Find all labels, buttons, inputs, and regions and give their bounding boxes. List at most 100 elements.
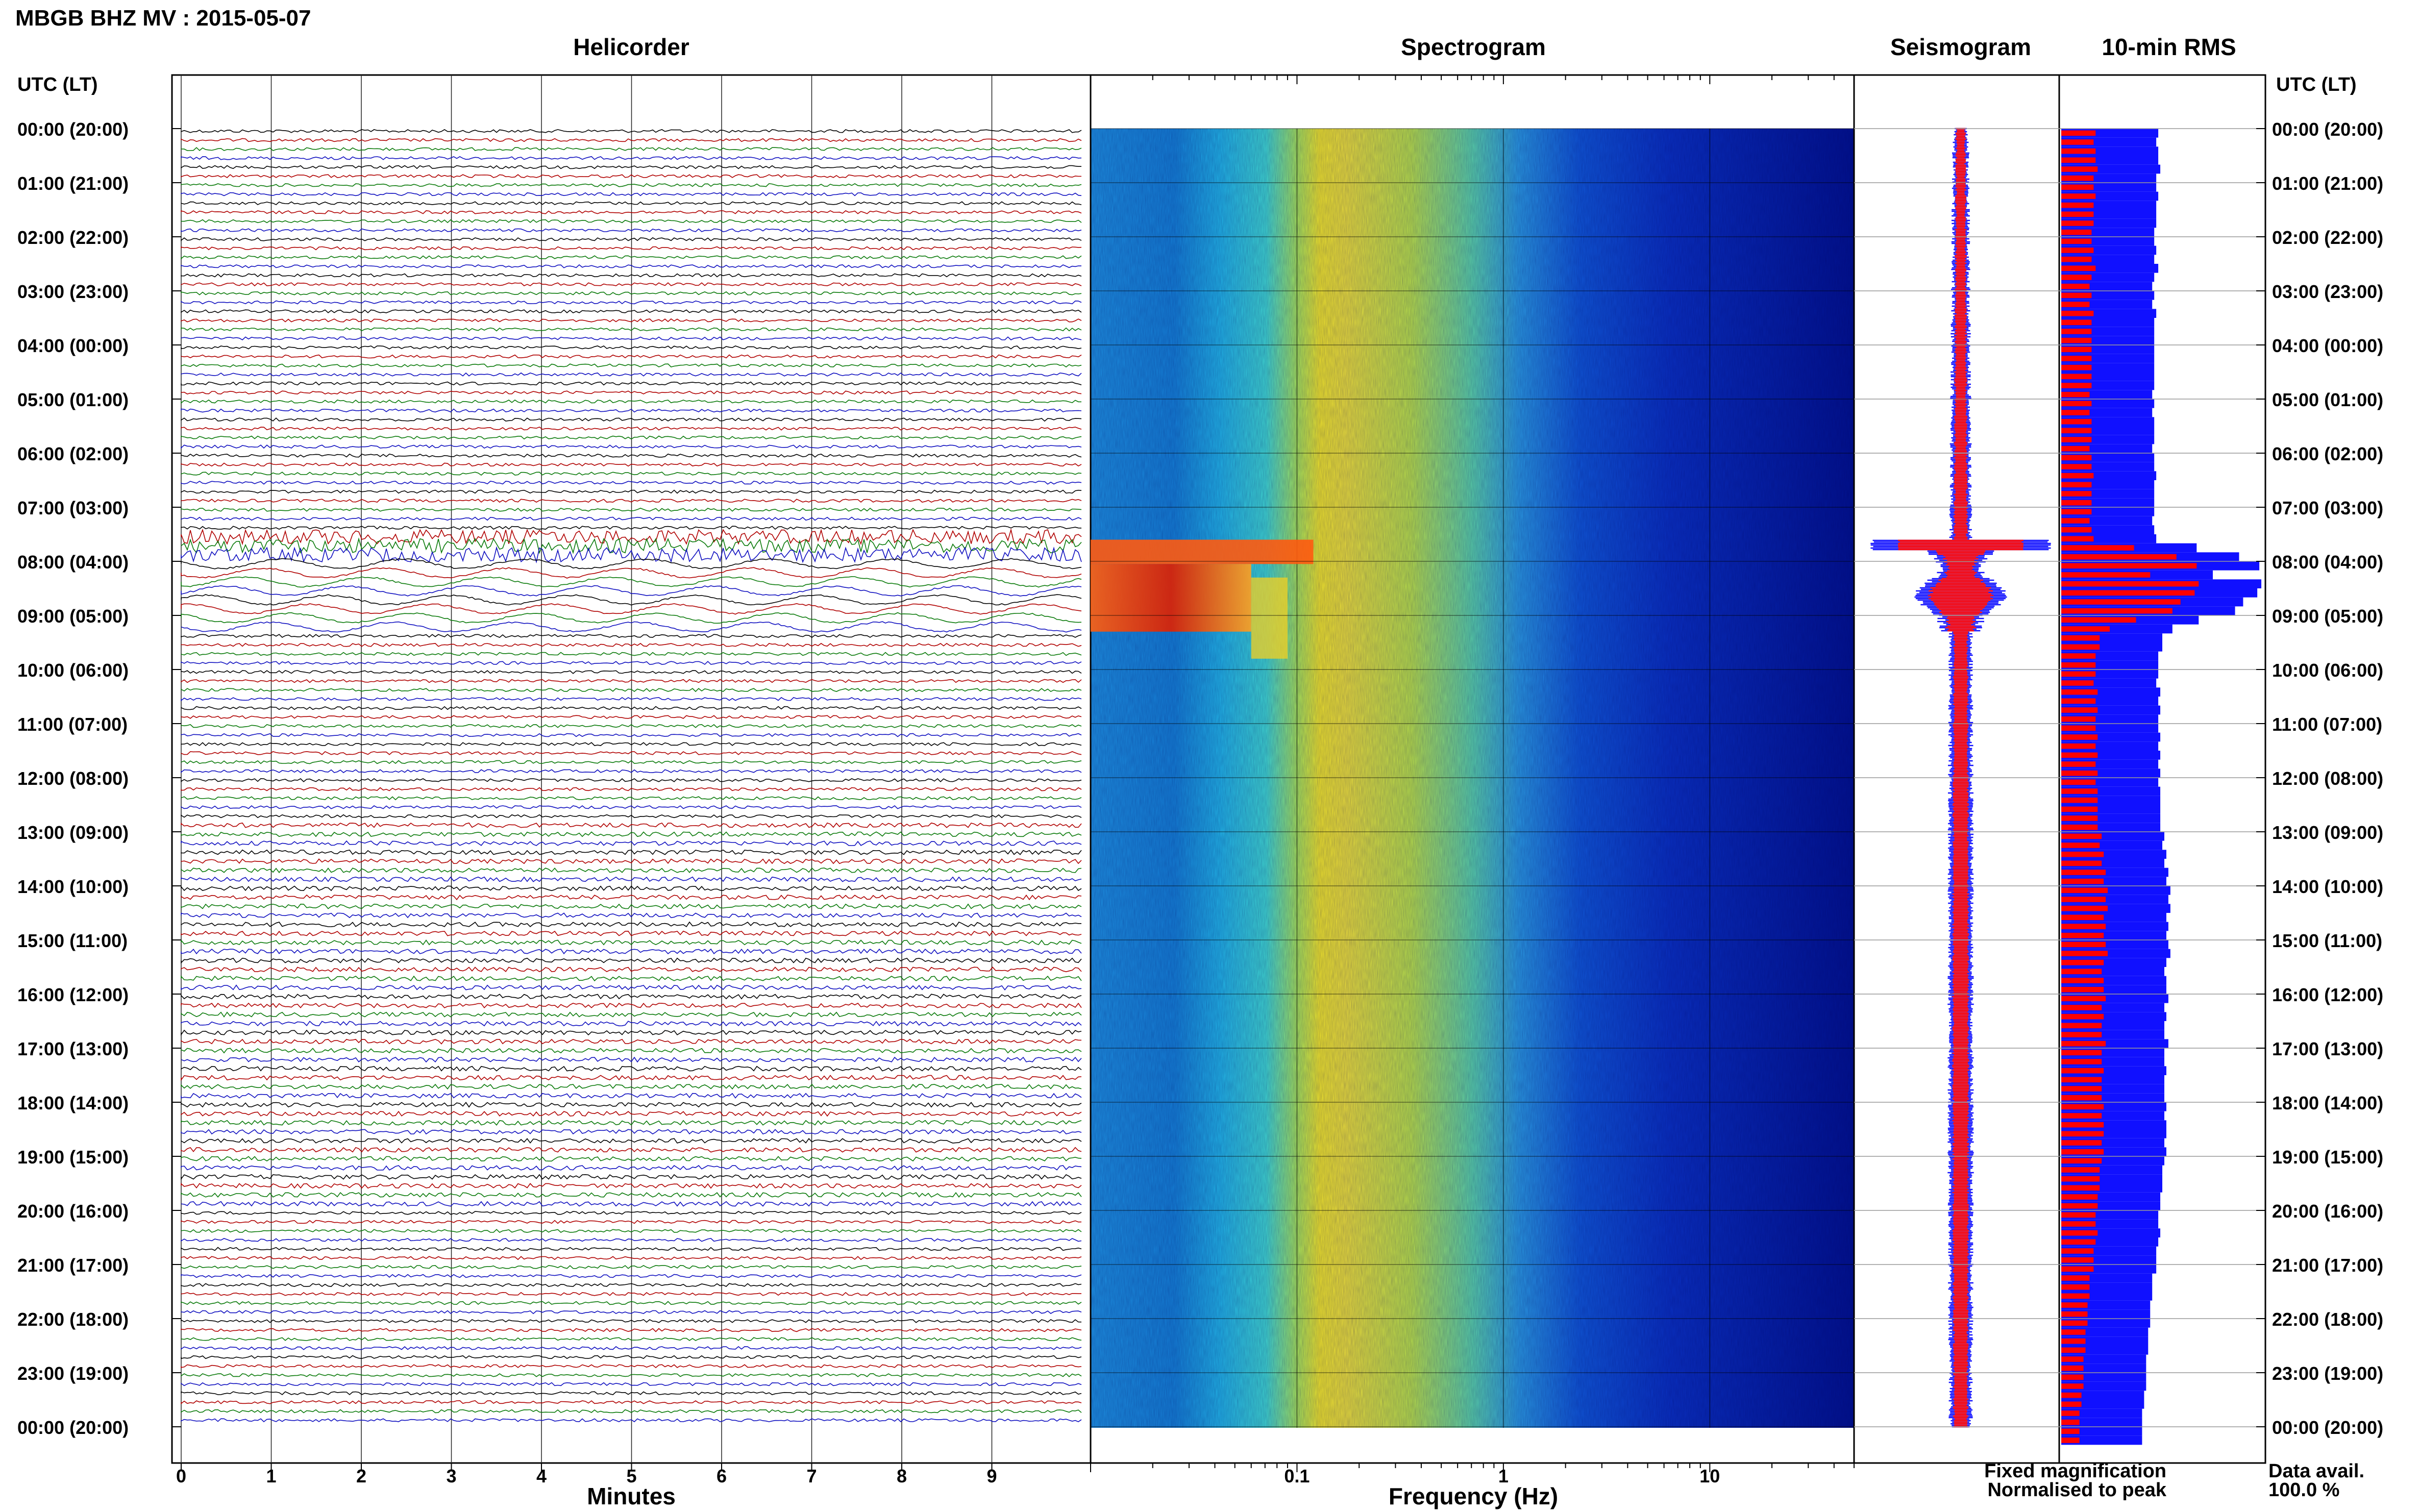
helicorder-trace-row xyxy=(181,1002,1082,1009)
helicorder-trace-row xyxy=(181,255,1082,260)
helicorder-trace-row xyxy=(181,1110,1082,1117)
rms-bar-normalised xyxy=(2061,1320,2088,1326)
rms-bar-normalised xyxy=(2061,734,2098,740)
rms-bar-normalised xyxy=(2061,662,2096,668)
helicorder-trace-row xyxy=(181,444,1082,449)
helicorder-trace-row xyxy=(181,147,1082,152)
rms-bar-normalised xyxy=(2061,410,2090,415)
helicorder-trace-row xyxy=(181,1174,1082,1180)
rms-bar-normalised xyxy=(2061,779,2096,785)
rms-bar-normalised xyxy=(2061,1302,2088,1308)
time-label-right: 00:00 (20:00) xyxy=(2272,119,2383,140)
rms-bar-normalised xyxy=(2061,833,2102,839)
helicorder-trace-row xyxy=(181,1102,1082,1108)
rms-bar-normalised xyxy=(2061,914,2104,921)
rms-bar-normalised xyxy=(2061,743,2096,749)
helicorder-trace-row xyxy=(181,1011,1082,1018)
time-label-right: 19:00 (15:00) xyxy=(2272,1147,2383,1168)
time-label-left: 00:00 (20:00) xyxy=(17,119,129,140)
helicorder-trace-row xyxy=(181,948,1082,955)
helicorder-trace-row xyxy=(181,621,1082,633)
rms-bar-normalised xyxy=(2061,1257,2094,1263)
rms-bar-normalised xyxy=(2061,500,2092,506)
rms-bar-normalised xyxy=(2061,1311,2088,1317)
heli-tick-label: 9 xyxy=(986,1466,997,1486)
rms-bar-normalised xyxy=(2061,626,2110,632)
legend-normalised-to-peak: Normalised to peak xyxy=(1987,1479,2166,1501)
helicorder-trace-row xyxy=(181,1301,1082,1305)
rms-bar-fixed xyxy=(2061,1408,2142,1418)
helicorder-trace-row xyxy=(181,849,1082,855)
time-label-left: 03:00 (23:00) xyxy=(17,281,129,302)
rms-bar-normalised xyxy=(2061,275,2092,280)
rms-bar-normalised xyxy=(2061,1356,2084,1362)
helicorder-trace-row xyxy=(181,516,1082,521)
rms-bar-normalised xyxy=(2061,473,2094,479)
rms-bar-normalised xyxy=(2061,1077,2102,1083)
heli-tick-label: 4 xyxy=(536,1466,547,1486)
rms-bar-normalised xyxy=(2061,1275,2090,1281)
rms-bar-normalised xyxy=(2061,455,2092,461)
time-label-left: 10:00 (06:00) xyxy=(17,660,129,681)
rms-bar-normalised xyxy=(2061,563,2197,569)
rms-bar-normalised xyxy=(2061,1194,2098,1200)
helicorder-trace-row xyxy=(181,327,1082,332)
rms-bar-normalised xyxy=(2061,1203,2098,1209)
helicorder-trace-row xyxy=(181,1056,1082,1063)
helicorder-trace-row xyxy=(181,336,1082,341)
rms-bar-normalised xyxy=(2061,932,2104,938)
helicorder-trace-row xyxy=(181,300,1082,305)
rms-bar-normalised xyxy=(2061,256,2092,262)
time-label-left: 00:00 (20:00) xyxy=(17,1417,129,1438)
spectrogram-panel xyxy=(1090,74,1855,1464)
rms-bar-normalised xyxy=(2061,959,2104,965)
helicorder-trace-row xyxy=(181,237,1082,241)
rms-bar-normalised xyxy=(2061,464,2092,469)
helicorder-trace-row xyxy=(181,499,1082,503)
helicorder-trace-row xyxy=(181,282,1082,287)
time-label-right: 07:00 (03:00) xyxy=(2272,498,2383,518)
helicorder-trace-row xyxy=(181,585,1082,597)
time-label-left: 18:00 (14:00) xyxy=(17,1093,129,1113)
helicorder-trace-row xyxy=(181,354,1082,359)
helicorder-trace-row xyxy=(181,612,1082,624)
helicorder-trace-row xyxy=(181,939,1082,946)
rms-bar-normalised xyxy=(2061,1113,2102,1119)
rms-bar-normalised xyxy=(2061,518,2090,524)
helicorder-trace-row xyxy=(181,576,1082,588)
time-label-left: 02:00 (22:00) xyxy=(17,227,129,248)
time-label-left: 07:00 (03:00) xyxy=(17,498,129,518)
time-label-right: 20:00 (16:00) xyxy=(2272,1201,2383,1222)
helicorder-trace-row xyxy=(181,1229,1082,1233)
helicorder-trace-row xyxy=(181,291,1082,295)
heli-tick-label: 2 xyxy=(356,1466,366,1486)
rms-bar-normalised xyxy=(2061,1221,2096,1227)
time-label-right: 22:00 (18:00) xyxy=(2272,1309,2383,1330)
rms-bar-normalised xyxy=(2061,391,2090,398)
helicorder-trace-row xyxy=(181,670,1082,674)
time-label-left: 15:00 (11:00) xyxy=(17,930,128,951)
rms-bar-normalised xyxy=(2061,1428,2080,1434)
rms-bar-normalised xyxy=(2061,130,2096,136)
helicorder-trace-row xyxy=(181,840,1082,846)
rms-bar-normalised xyxy=(2061,590,2195,596)
helicorder-trace-row xyxy=(181,1310,1082,1315)
heli-tick-label: 8 xyxy=(897,1466,907,1486)
helicorder-x-axis: 0 1 2 3 4 5 6 7 8 9 xyxy=(176,1463,997,1486)
helicorder-trace-row xyxy=(181,363,1082,368)
helicorder-title: Helicorder xyxy=(573,34,689,60)
helicorder-trace-row xyxy=(181,1156,1082,1162)
helicorder-trace-row xyxy=(181,246,1082,251)
time-label-right: 03:00 (23:00) xyxy=(2272,281,2383,302)
time-label-right: 01:00 (21:00) xyxy=(2272,173,2383,194)
left-axis-label: UTC (LT) xyxy=(17,74,98,95)
helicorder-trace-row xyxy=(181,309,1082,314)
rms-bar-normalised xyxy=(2061,1032,2102,1037)
heli-tick-label: 0 xyxy=(176,1466,186,1486)
helicorder-trace-row xyxy=(181,228,1082,233)
helicorder-trace-row xyxy=(181,867,1082,874)
helicorder-trace-row xyxy=(181,273,1082,278)
rms-bar-normalised xyxy=(2061,184,2094,190)
rms-bar-normalised xyxy=(2061,1347,2086,1353)
helicorder-trace-row xyxy=(181,390,1082,395)
